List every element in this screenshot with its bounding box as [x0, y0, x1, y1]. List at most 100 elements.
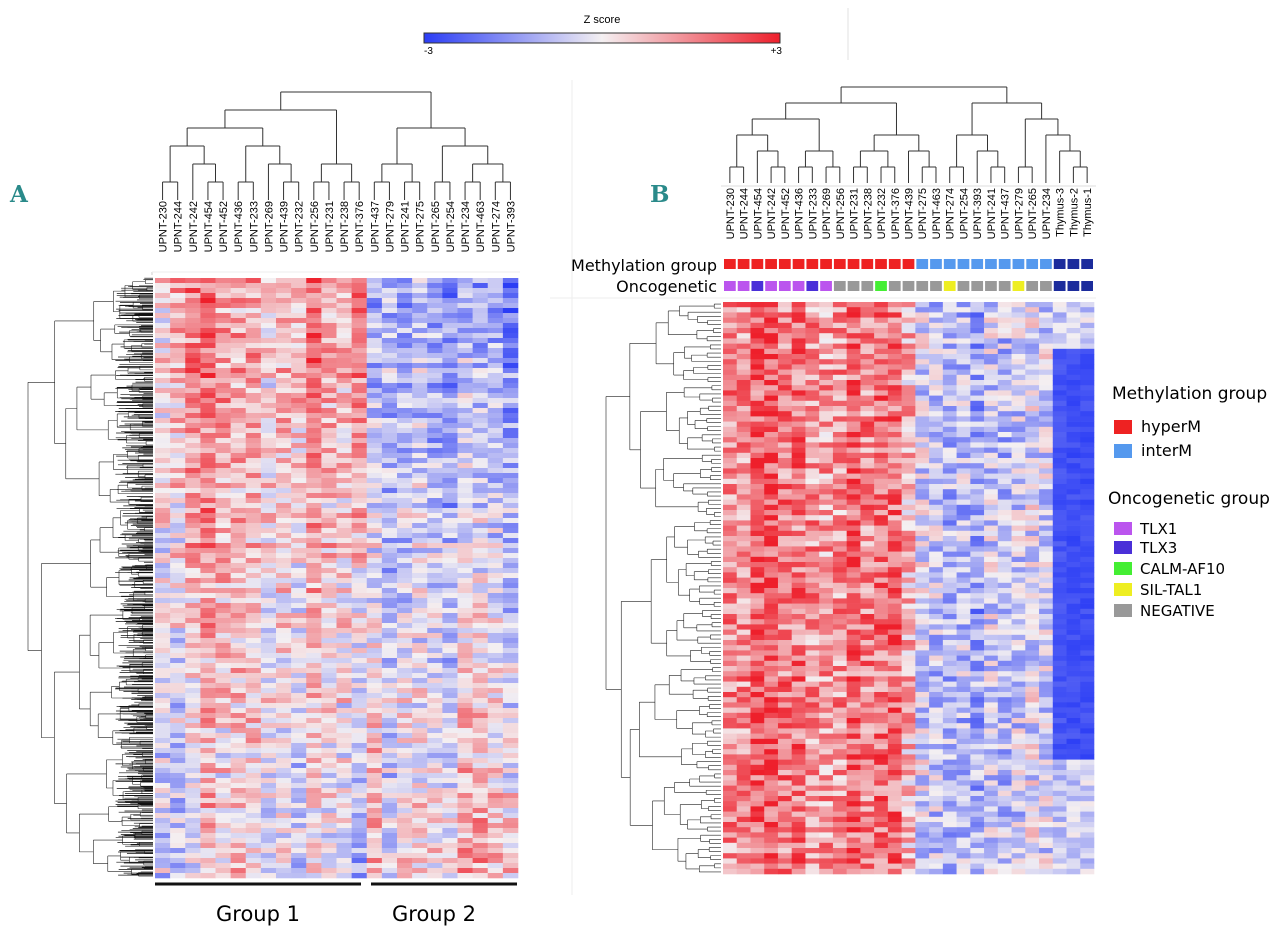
heatmap-cell: [805, 546, 820, 552]
heatmap-cell: [170, 818, 186, 824]
heatmap-cell: [457, 398, 473, 404]
heatmap-cell: [170, 808, 186, 814]
heatmap-cell: [736, 676, 751, 682]
heatmap-cell: [336, 808, 352, 814]
heatmap-cell: [887, 671, 902, 677]
heatmap-cell: [442, 328, 458, 334]
heatmap-cell: [805, 322, 820, 329]
heatmap-cell: [457, 843, 473, 849]
heatmap-cell: [791, 494, 806, 500]
heatmap-cell: [736, 660, 751, 667]
heatmap-cell: [887, 390, 902, 396]
heatmap-cell: [887, 624, 902, 630]
heatmap-cell: [381, 838, 398, 844]
heatmap-cell: [442, 663, 458, 669]
heatmap-cell: [260, 548, 277, 554]
heatmap-cell: [929, 458, 944, 464]
heatmap-cell: [736, 302, 751, 308]
heatmap-cell: [874, 660, 889, 667]
heatmap-cell: [321, 468, 337, 474]
heatmap-cell: [442, 658, 458, 664]
heatmap-cell: [723, 837, 738, 844]
heatmap-cell: [276, 428, 292, 434]
heatmap-cell: [155, 853, 171, 859]
heatmap-cell: [215, 718, 231, 724]
heatmap-cell: [245, 583, 262, 589]
heatmap-cell: [366, 853, 383, 859]
heatmap-cell: [442, 333, 458, 339]
heatmap-cell: [723, 530, 738, 537]
heatmap-cell: [442, 733, 458, 739]
heatmap-cell: [230, 518, 247, 524]
heatmap-cell: [427, 813, 443, 819]
heatmap-cell: [306, 328, 322, 334]
heatmap-cell: [874, 697, 889, 703]
heatmap-cell: [321, 708, 337, 714]
heatmap-cell: [777, 364, 792, 370]
heatmap-cell: [215, 668, 231, 674]
heatmap-cell: [942, 785, 957, 792]
heatmap-cell: [397, 443, 413, 449]
heatmap-cell: [351, 723, 368, 729]
heatmap-cell: [336, 298, 352, 304]
heatmap-cell: [942, 504, 957, 511]
heatmap-cell: [846, 775, 861, 781]
heatmap-cell: [887, 785, 902, 792]
heatmap-cell: [887, 832, 902, 838]
heatmap-cell: [457, 348, 473, 354]
heatmap-cell: [321, 323, 337, 329]
heatmap-cell: [750, 811, 765, 818]
heatmap-cell: [860, 842, 875, 849]
heatmap-cell: [874, 764, 889, 771]
heatmap-cell: [306, 303, 322, 309]
heatmap-cell: [805, 437, 820, 443]
heatmap-cell: [929, 551, 944, 558]
heatmap-cell: [412, 438, 428, 444]
heatmap-cell: [736, 338, 751, 344]
heatmap-cell: [245, 608, 262, 614]
heatmap-cell: [874, 312, 889, 318]
heatmap-cell: [846, 359, 861, 365]
heatmap-cell: [750, 525, 765, 532]
heatmap-cell: [260, 763, 277, 769]
heatmap-cell: [366, 318, 383, 324]
heatmap-cell: [457, 308, 473, 314]
heatmap-cell: [956, 848, 971, 854]
heatmap-cell: [185, 358, 201, 364]
heatmap-cell: [860, 702, 875, 708]
heatmap-cell: [155, 523, 171, 529]
heatmap-cell: [805, 572, 820, 578]
heatmap-cell: [351, 343, 368, 349]
heatmap-cell: [291, 378, 307, 384]
heatmap-cell: [427, 558, 443, 564]
heatmap-cell: [929, 733, 944, 740]
heatmap-cell: [915, 348, 930, 355]
heatmap-cell: [215, 553, 231, 559]
heatmap-cell: [874, 437, 889, 443]
heatmap-cell: [276, 743, 292, 749]
heatmap-cell: [457, 663, 473, 669]
heatmap-cell: [291, 593, 307, 599]
heatmap-cell: [397, 803, 413, 809]
heatmap-cell: [245, 813, 262, 819]
heatmap-cell: [874, 598, 889, 604]
heatmap-cell: [260, 418, 277, 424]
heatmap-cell: [442, 588, 458, 594]
heatmap-cell: [805, 650, 820, 656]
heatmap-cell: [291, 728, 307, 734]
heatmap-cell: [230, 738, 247, 744]
heatmap-cell: [846, 426, 861, 433]
heatmap-cell: [956, 364, 971, 370]
heatmap-cell: [791, 354, 806, 360]
methylation-track-cell: [792, 259, 805, 269]
heatmap-cell: [915, 473, 930, 480]
heatmap-cell: [901, 697, 916, 703]
heatmap-cell: [956, 801, 971, 807]
heatmap-cell: [887, 385, 902, 391]
heatmap-cell: [427, 478, 443, 484]
heatmap-cell: [245, 818, 262, 824]
heatmap-cell: [736, 317, 751, 324]
heatmap-cell: [791, 317, 806, 324]
heatmap-cell: [901, 317, 916, 324]
heatmap-cell: [260, 328, 277, 334]
